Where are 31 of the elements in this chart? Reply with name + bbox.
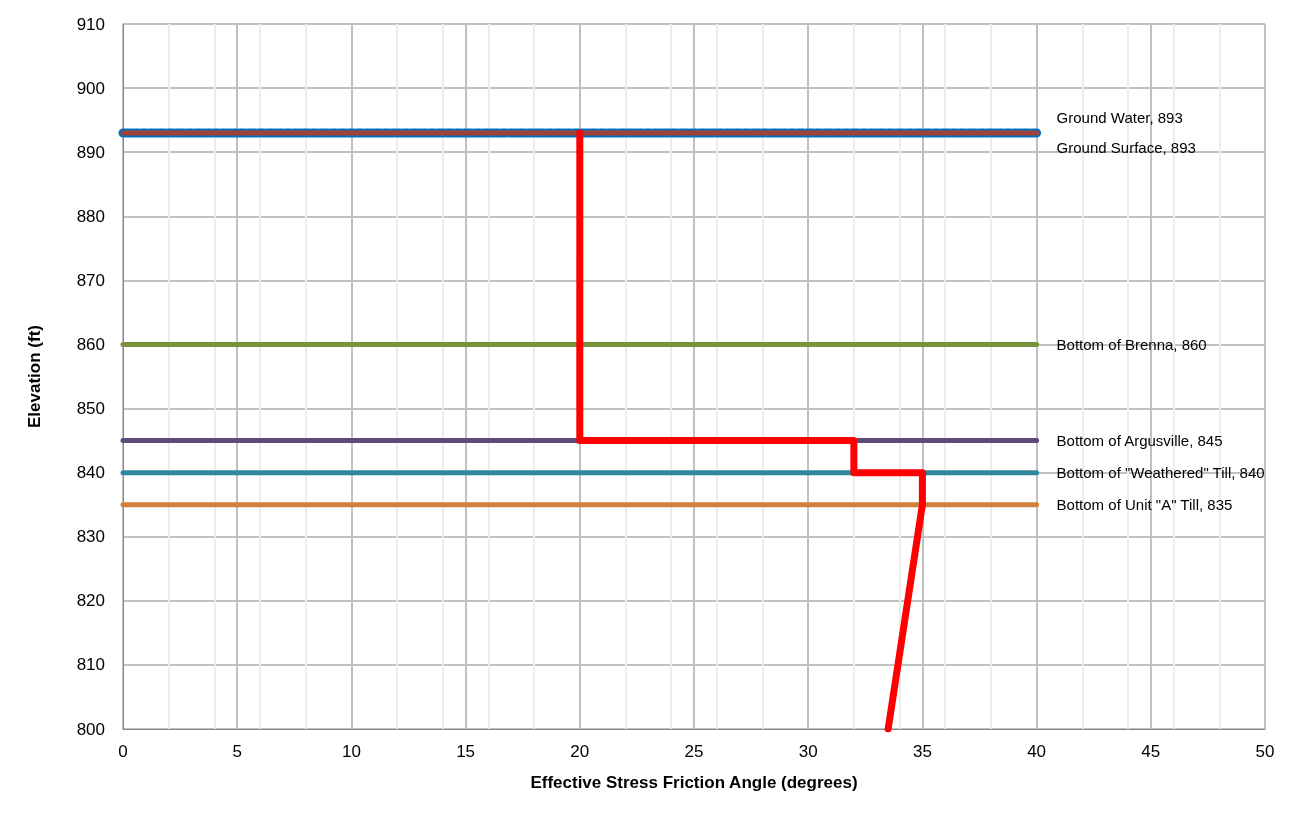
y-tick-label: 830 xyxy=(76,527,105,547)
x-tick-label: 15 xyxy=(456,742,476,761)
x-tick-label: 25 xyxy=(684,742,704,761)
x-tick-label: 35 xyxy=(912,742,932,761)
x-tick-label: 10 xyxy=(341,742,361,761)
y-tick-label: 840 xyxy=(76,463,105,483)
x-tick-label: 5 xyxy=(232,742,242,761)
x-tick-label: 30 xyxy=(798,742,818,761)
y-tick-label: 820 xyxy=(76,591,105,611)
x-tick-label: 50 xyxy=(1255,742,1275,761)
x-tick-label: 40 xyxy=(1027,742,1047,761)
annotation: Ground Water, 893 xyxy=(1056,109,1183,127)
y-tick-label: 910 xyxy=(76,14,105,34)
x-tick-label: 0 xyxy=(118,742,128,761)
annotation: Ground Surface, 893 xyxy=(1056,139,1196,157)
annotation: Bottom of Unit "A" Till, 835 xyxy=(1056,496,1233,514)
y-tick-label: 890 xyxy=(76,142,105,162)
annotation: Bottom of "Weathered" Till, 840 xyxy=(1056,464,1265,482)
y-tick-label: 870 xyxy=(76,270,105,290)
annotation: Bottom of Argusville, 845 xyxy=(1056,432,1223,450)
y-tick-label: 880 xyxy=(76,206,105,226)
y-tick-label: 850 xyxy=(76,399,105,419)
y-tick-label: 860 xyxy=(76,334,105,354)
y-tick-label: 900 xyxy=(76,78,105,98)
y-axis-title: Elevation (ft) xyxy=(25,325,44,428)
x-axis-title: Effective Stress Friction Angle (degrees) xyxy=(530,773,858,792)
x-tick-label: 20 xyxy=(570,742,590,761)
y-tick-label: 810 xyxy=(76,655,105,675)
x-tick-label: 45 xyxy=(1141,742,1161,761)
y-tick-label: 800 xyxy=(76,719,105,739)
annotation: Bottom of Brenna, 860 xyxy=(1056,335,1207,353)
